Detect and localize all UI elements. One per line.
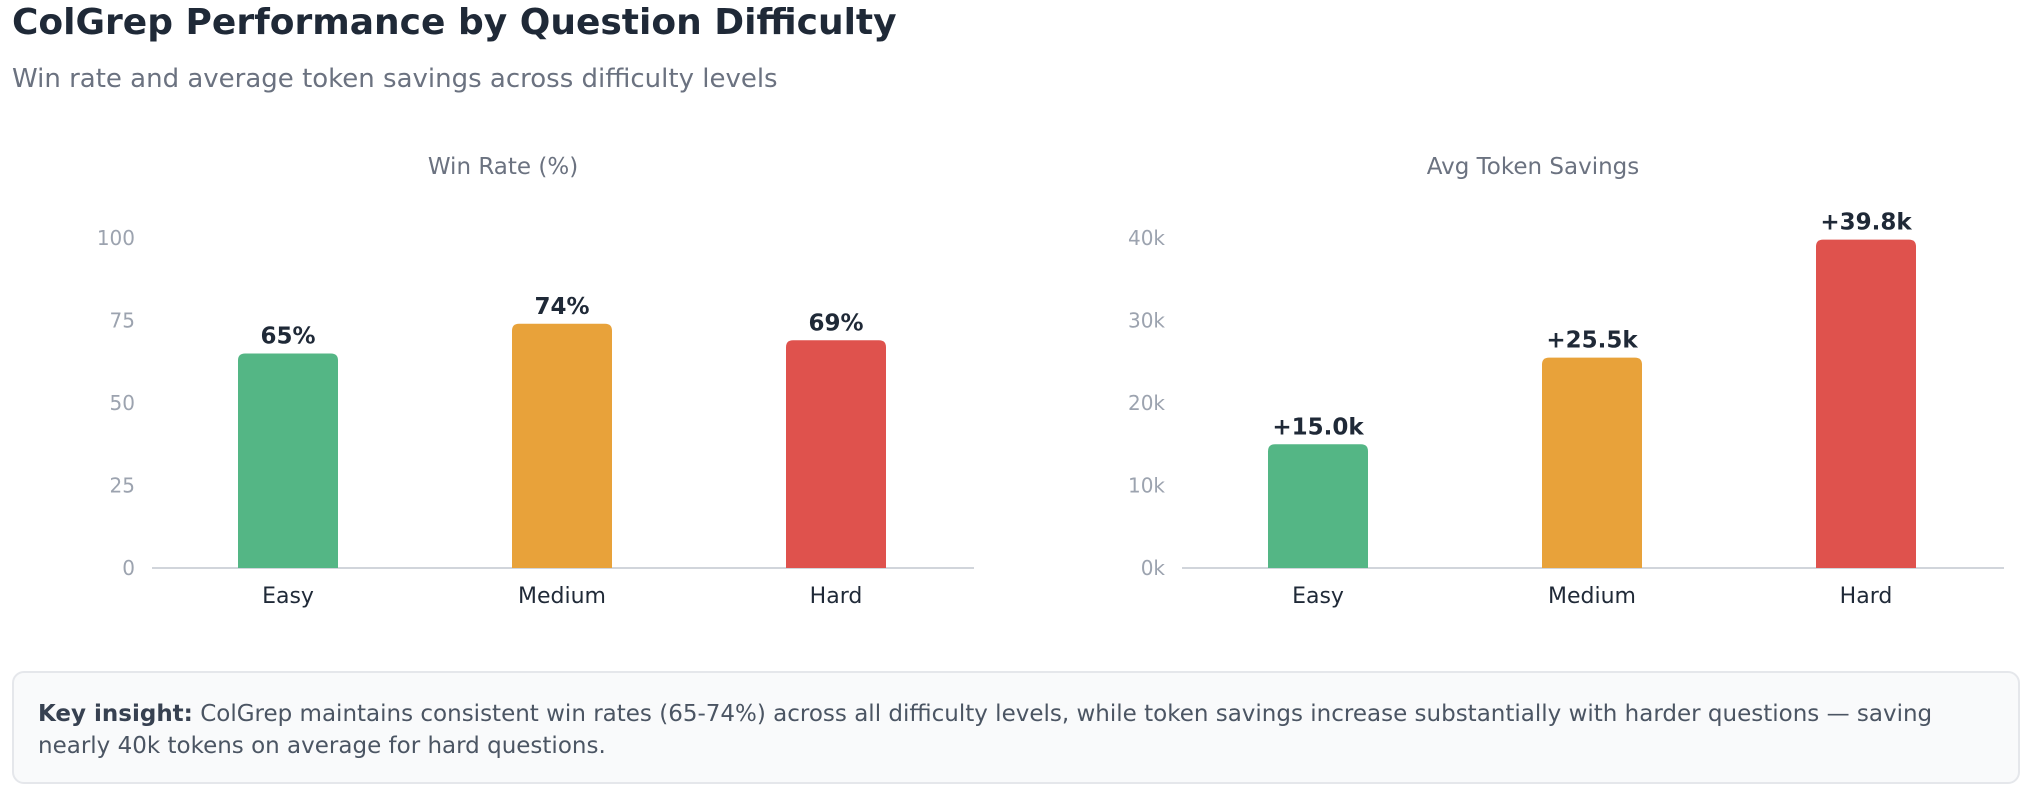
bar-easy bbox=[238, 353, 338, 568]
x-tick-label: Easy bbox=[262, 584, 314, 609]
page-title: ColGrep Performance by Question Difficul… bbox=[12, 2, 897, 43]
bar-medium bbox=[1542, 357, 1642, 568]
y-tick-label: 30k bbox=[1128, 309, 1165, 333]
y-tick-label: 20k bbox=[1128, 391, 1165, 415]
key-insight-box: Key insight: ColGrep maintains consisten… bbox=[12, 671, 2020, 784]
data-label: 65% bbox=[260, 324, 315, 350]
y-tick-label: 0 bbox=[122, 556, 135, 580]
y-tick-label: 25 bbox=[110, 474, 135, 498]
y-tick-label: 75 bbox=[110, 309, 135, 333]
page-subtitle: Win rate and average token savings acros… bbox=[12, 64, 778, 94]
bar-hard bbox=[786, 340, 886, 568]
y-tick-label: 10k bbox=[1128, 474, 1165, 498]
key-insight-label: Key insight: bbox=[38, 701, 193, 727]
y-tick-label: 40k bbox=[1128, 226, 1165, 250]
chart-panel-1: Win Rate (%) 0 25 50 75 100 65% Easy 74% Medium 69… bbox=[97, 154, 974, 609]
y-tick-label: 50 bbox=[110, 391, 135, 415]
chart-title: Avg Token Savings bbox=[1427, 154, 1640, 180]
data-label: 69% bbox=[808, 310, 863, 336]
x-tick-label: Hard bbox=[810, 584, 863, 609]
charts-area: Win Rate (%) 0 25 50 75 100 65% Easy 74% Medium 69… bbox=[97, 154, 2004, 609]
data-label: +39.8k bbox=[1820, 210, 1912, 236]
x-tick-label: Medium bbox=[518, 584, 606, 609]
x-tick-label: Hard bbox=[1840, 584, 1893, 609]
chart-title: Win Rate (%) bbox=[428, 154, 578, 180]
x-tick-label: Medium bbox=[1548, 584, 1636, 609]
data-label: +25.5k bbox=[1546, 328, 1638, 354]
x-tick-label: Easy bbox=[1292, 584, 1344, 609]
data-label: +15.0k bbox=[1272, 414, 1364, 440]
bar-easy bbox=[1268, 444, 1368, 568]
bar-medium bbox=[512, 323, 612, 568]
y-tick-label: 100 bbox=[97, 226, 135, 250]
bar-hard bbox=[1816, 239, 1916, 568]
y-tick-label: 0k bbox=[1141, 556, 1166, 580]
key-insight-text: ColGrep maintains consistent win rates (… bbox=[38, 701, 1933, 759]
chart-panel-2: Avg Token Savings 0k 10k 20k 30k 40k +15.0k Eas… bbox=[1128, 154, 2004, 609]
data-label: 74% bbox=[534, 294, 589, 320]
